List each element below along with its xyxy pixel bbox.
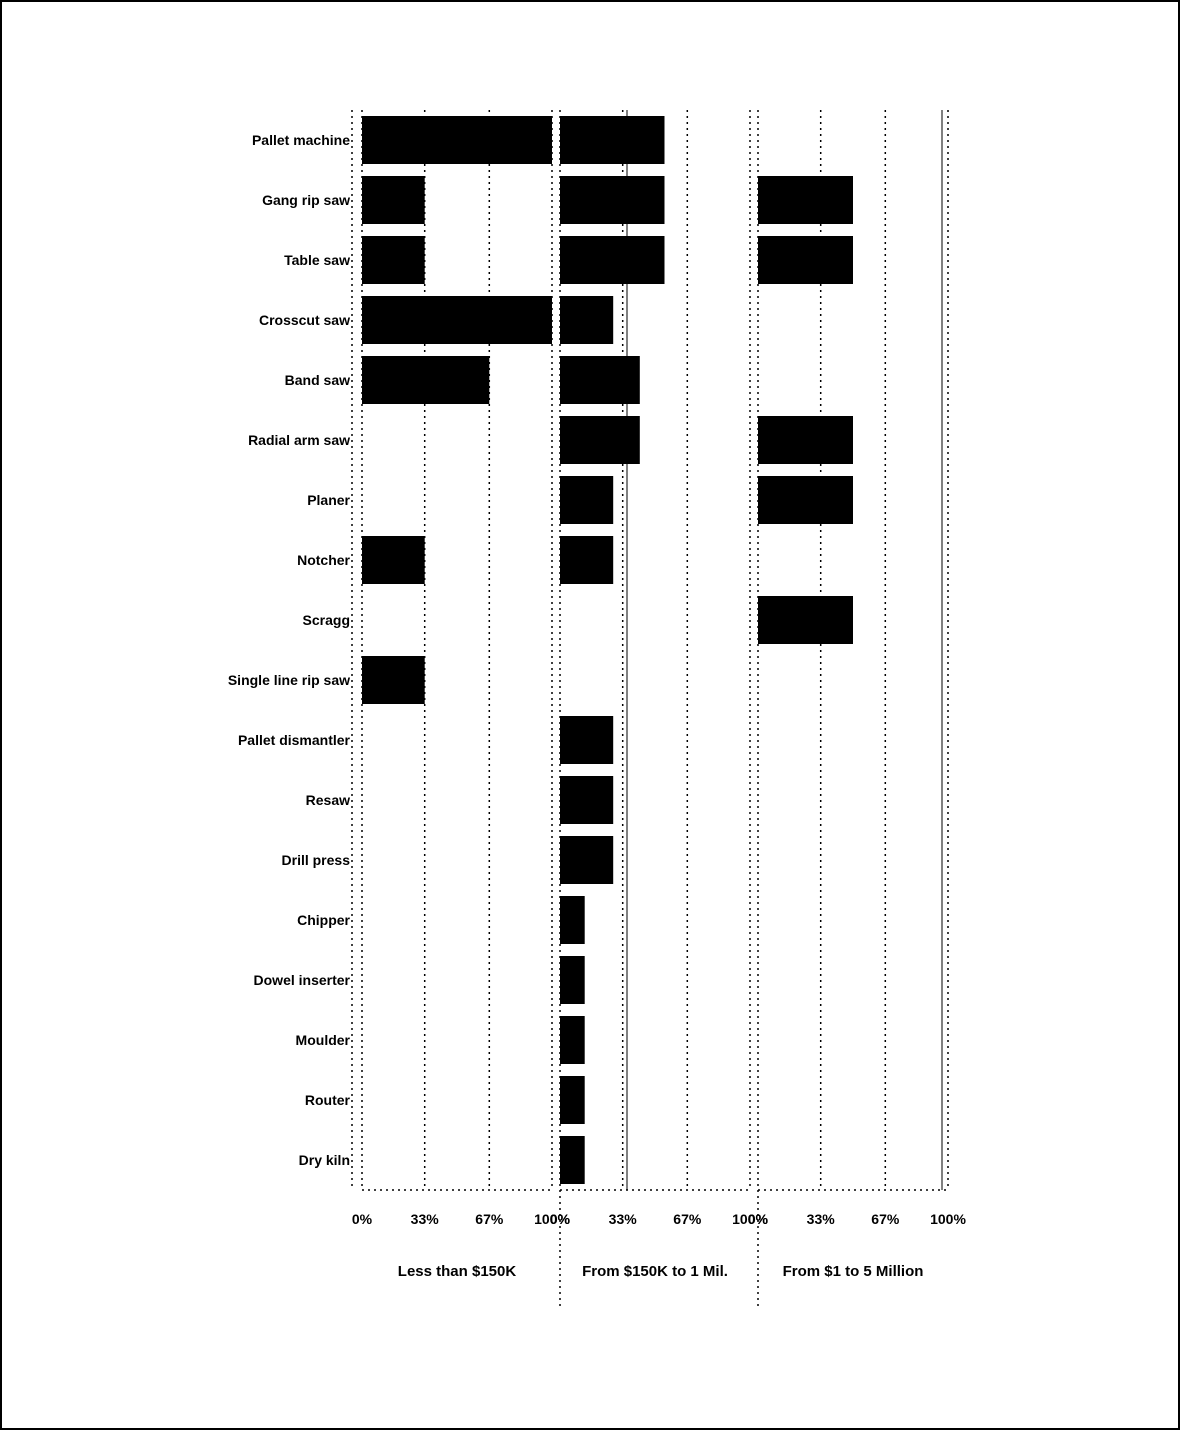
bar [560,176,665,224]
bar [362,356,490,404]
category-label: Planer [307,492,350,508]
category-label: Crosscut saw [259,312,350,328]
bar [560,716,614,764]
bar [362,656,425,704]
bar [758,476,853,524]
bar [560,476,614,524]
tick-label: 100% [732,1211,768,1227]
bar [758,236,853,284]
category-label: Scragg [303,612,350,628]
tick-label: 33% [411,1211,440,1227]
category-label: Band saw [285,372,350,388]
bar [560,956,585,1004]
category-label: Resaw [306,792,350,808]
category-label: Router [305,1092,351,1108]
tick-label: 67% [673,1211,702,1227]
bar [560,296,614,344]
bar [362,296,552,344]
tick-label: 33% [807,1211,836,1227]
category-label: Table saw [284,252,350,268]
category-label: Drill press [282,852,351,868]
tick-label: 67% [475,1211,504,1227]
bar [560,1136,585,1184]
bar [560,116,665,164]
category-label: Dowel inserter [254,972,351,988]
bar [362,176,425,224]
category-label: Gang rip saw [262,192,350,208]
bar [362,116,552,164]
category-label: Radial arm saw [248,432,350,448]
bar [758,176,853,224]
bar [758,596,853,644]
category-label: Chipper [297,912,350,928]
bar [560,896,585,944]
bar [560,836,614,884]
category-label: Pallet machine [252,132,350,148]
tick-label: 0% [352,1211,373,1227]
panel-label: Less than $150K [398,1263,517,1280]
tick-label: 100% [534,1211,570,1227]
tick-label: 100% [930,1211,966,1227]
bar [560,236,665,284]
bar [560,356,640,404]
bar [560,536,614,584]
category-label: Moulder [296,1032,351,1048]
tick-label: 0% [748,1211,769,1227]
bar [362,236,425,284]
tick-label: 33% [609,1211,638,1227]
category-label: Single line rip saw [228,672,350,688]
bar [560,776,614,824]
tick-label: 0% [550,1211,571,1227]
bar [362,536,425,584]
tick-label: 67% [871,1211,900,1227]
bar [560,1016,585,1064]
category-label: Pallet dismantler [238,732,351,748]
category-label: Notcher [297,552,350,568]
bar [758,416,853,464]
category-label: Dry kiln [299,1152,350,1168]
panel-label: From $150K to 1 Mil. [582,1263,728,1280]
bar [560,416,640,464]
bar [560,1076,585,1124]
panel-label: From $1 to 5 Million [783,1263,924,1280]
